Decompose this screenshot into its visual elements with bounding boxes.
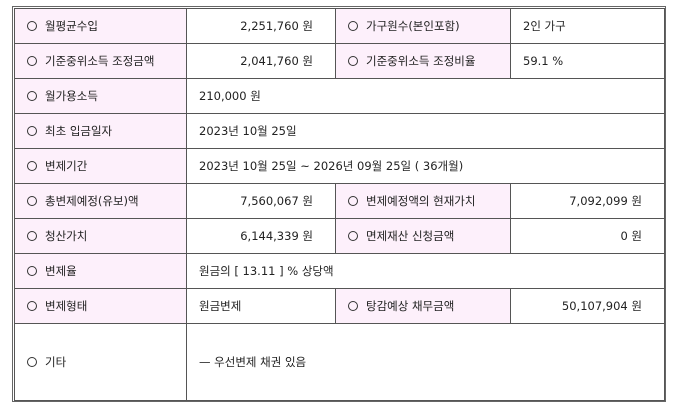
- circle-bullet-icon: [27, 161, 37, 171]
- cell-text: 59.1 %: [523, 54, 564, 68]
- cell-text: 기준중위소득 조정금액: [45, 54, 155, 68]
- row-value: 2023년 10월 25일: [186, 113, 665, 149]
- row-label: 최초 입금일자: [14, 113, 187, 149]
- row-label: 변제율: [14, 253, 187, 289]
- row-value: 2,041,760 원: [186, 43, 336, 79]
- cell-text: 2023년 10월 25일: [199, 124, 297, 138]
- cell-text: 면제재산 신청금액: [366, 229, 455, 243]
- row-label: 청산가치: [14, 218, 187, 254]
- cell-text: 7,092,099 원: [569, 194, 642, 208]
- row-label: 기준중위소득 조정금액: [14, 43, 187, 79]
- cell-text: 월평균수입: [45, 19, 98, 33]
- circle-bullet-icon: [348, 21, 358, 31]
- row-label: 변제형태: [14, 288, 187, 324]
- circle-bullet-icon: [27, 196, 37, 206]
- cell-text: 최초 입금일자: [45, 124, 113, 138]
- row-label: 총변제예정(유보)액: [14, 183, 187, 219]
- cell-text: 2인 가구: [523, 19, 566, 33]
- row-value: 2,251,760 원: [186, 8, 336, 44]
- cell-text: 2,041,760 원: [240, 54, 313, 68]
- row-label: 기타: [14, 323, 187, 401]
- cell-text: 변제예정액의 현재가치: [366, 194, 476, 208]
- row-value: 50,107,904 원: [510, 288, 665, 324]
- cell-text: 월가용소득: [45, 89, 98, 103]
- cell-text: 기준중위소득 조정비율: [366, 54, 476, 68]
- circle-bullet-icon: [27, 301, 37, 311]
- circle-bullet-icon: [27, 21, 37, 31]
- cell-text: 0 원: [620, 229, 642, 243]
- row-value: 2023년 10월 25일 ~ 2026년 09월 25일 ( 36개월): [186, 148, 665, 184]
- row-label: 월가용소득: [14, 78, 187, 114]
- row-value: 7,092,099 원: [510, 183, 665, 219]
- circle-bullet-icon: [348, 196, 358, 206]
- cell-text: 원금의 [ 13.11 ] % 상당액: [199, 264, 334, 278]
- circle-bullet-icon: [27, 266, 37, 276]
- cell-text: 변제율: [45, 264, 77, 278]
- circle-bullet-icon: [27, 126, 37, 136]
- row-label: 탕감예상 채무금액: [335, 288, 511, 324]
- row-label: 기준중위소득 조정비율: [335, 43, 511, 79]
- row-value: 원금변제: [186, 288, 336, 324]
- cell-text: 기타: [45, 355, 67, 369]
- cell-text: 가구원수(본인포함): [366, 19, 460, 33]
- cell-text: 원금변제: [199, 299, 242, 313]
- summary-table: [12, 6, 666, 402]
- cell-text: 2,251,760 원: [240, 19, 313, 33]
- circle-bullet-icon: [27, 231, 37, 241]
- cell-text: 7,560,067 원: [240, 194, 313, 208]
- circle-bullet-icon: [27, 357, 37, 367]
- row-value: 59.1 %: [510, 43, 665, 79]
- cell-text: 6,144,339 원: [240, 229, 313, 243]
- cell-text: 변제기간: [45, 159, 88, 173]
- cell-text: 탕감예상 채무금액: [366, 299, 455, 313]
- cell-text: 50,107,904 원: [561, 299, 642, 313]
- row-label: 가구원수(본인포함): [335, 8, 511, 44]
- circle-bullet-icon: [27, 91, 37, 101]
- row-label: 변제예정액의 현재가치: [335, 183, 511, 219]
- row-label: 월평균수입: [14, 8, 187, 44]
- cell-text: 총변제예정(유보)액: [45, 194, 139, 208]
- row-value: 원금의 [ 13.11 ] % 상당액: [186, 253, 665, 289]
- row-value: 7,560,067 원: [186, 183, 336, 219]
- circle-bullet-icon: [348, 231, 358, 241]
- row-value: 210,000 원: [186, 78, 665, 114]
- cell-text: 210,000 원: [199, 89, 261, 103]
- circle-bullet-icon: [348, 301, 358, 311]
- circle-bullet-icon: [27, 56, 37, 66]
- row-value: 6,144,339 원: [186, 218, 336, 254]
- row-label: 변제기간: [14, 148, 187, 184]
- cell-text: 2023년 10월 25일 ~ 2026년 09월 25일 ( 36개월): [199, 159, 464, 173]
- cell-text: 청산가치: [45, 229, 88, 243]
- row-value: 2인 가구: [510, 8, 665, 44]
- row-value: — 우선변제 채권 있음: [186, 323, 665, 401]
- row-value: 0 원: [510, 218, 665, 254]
- cell-text: — 우선변제 채권 있음: [199, 355, 307, 369]
- circle-bullet-icon: [348, 56, 358, 66]
- cell-text: 변제형태: [45, 299, 88, 313]
- row-label: 면제재산 신청금액: [335, 218, 511, 254]
